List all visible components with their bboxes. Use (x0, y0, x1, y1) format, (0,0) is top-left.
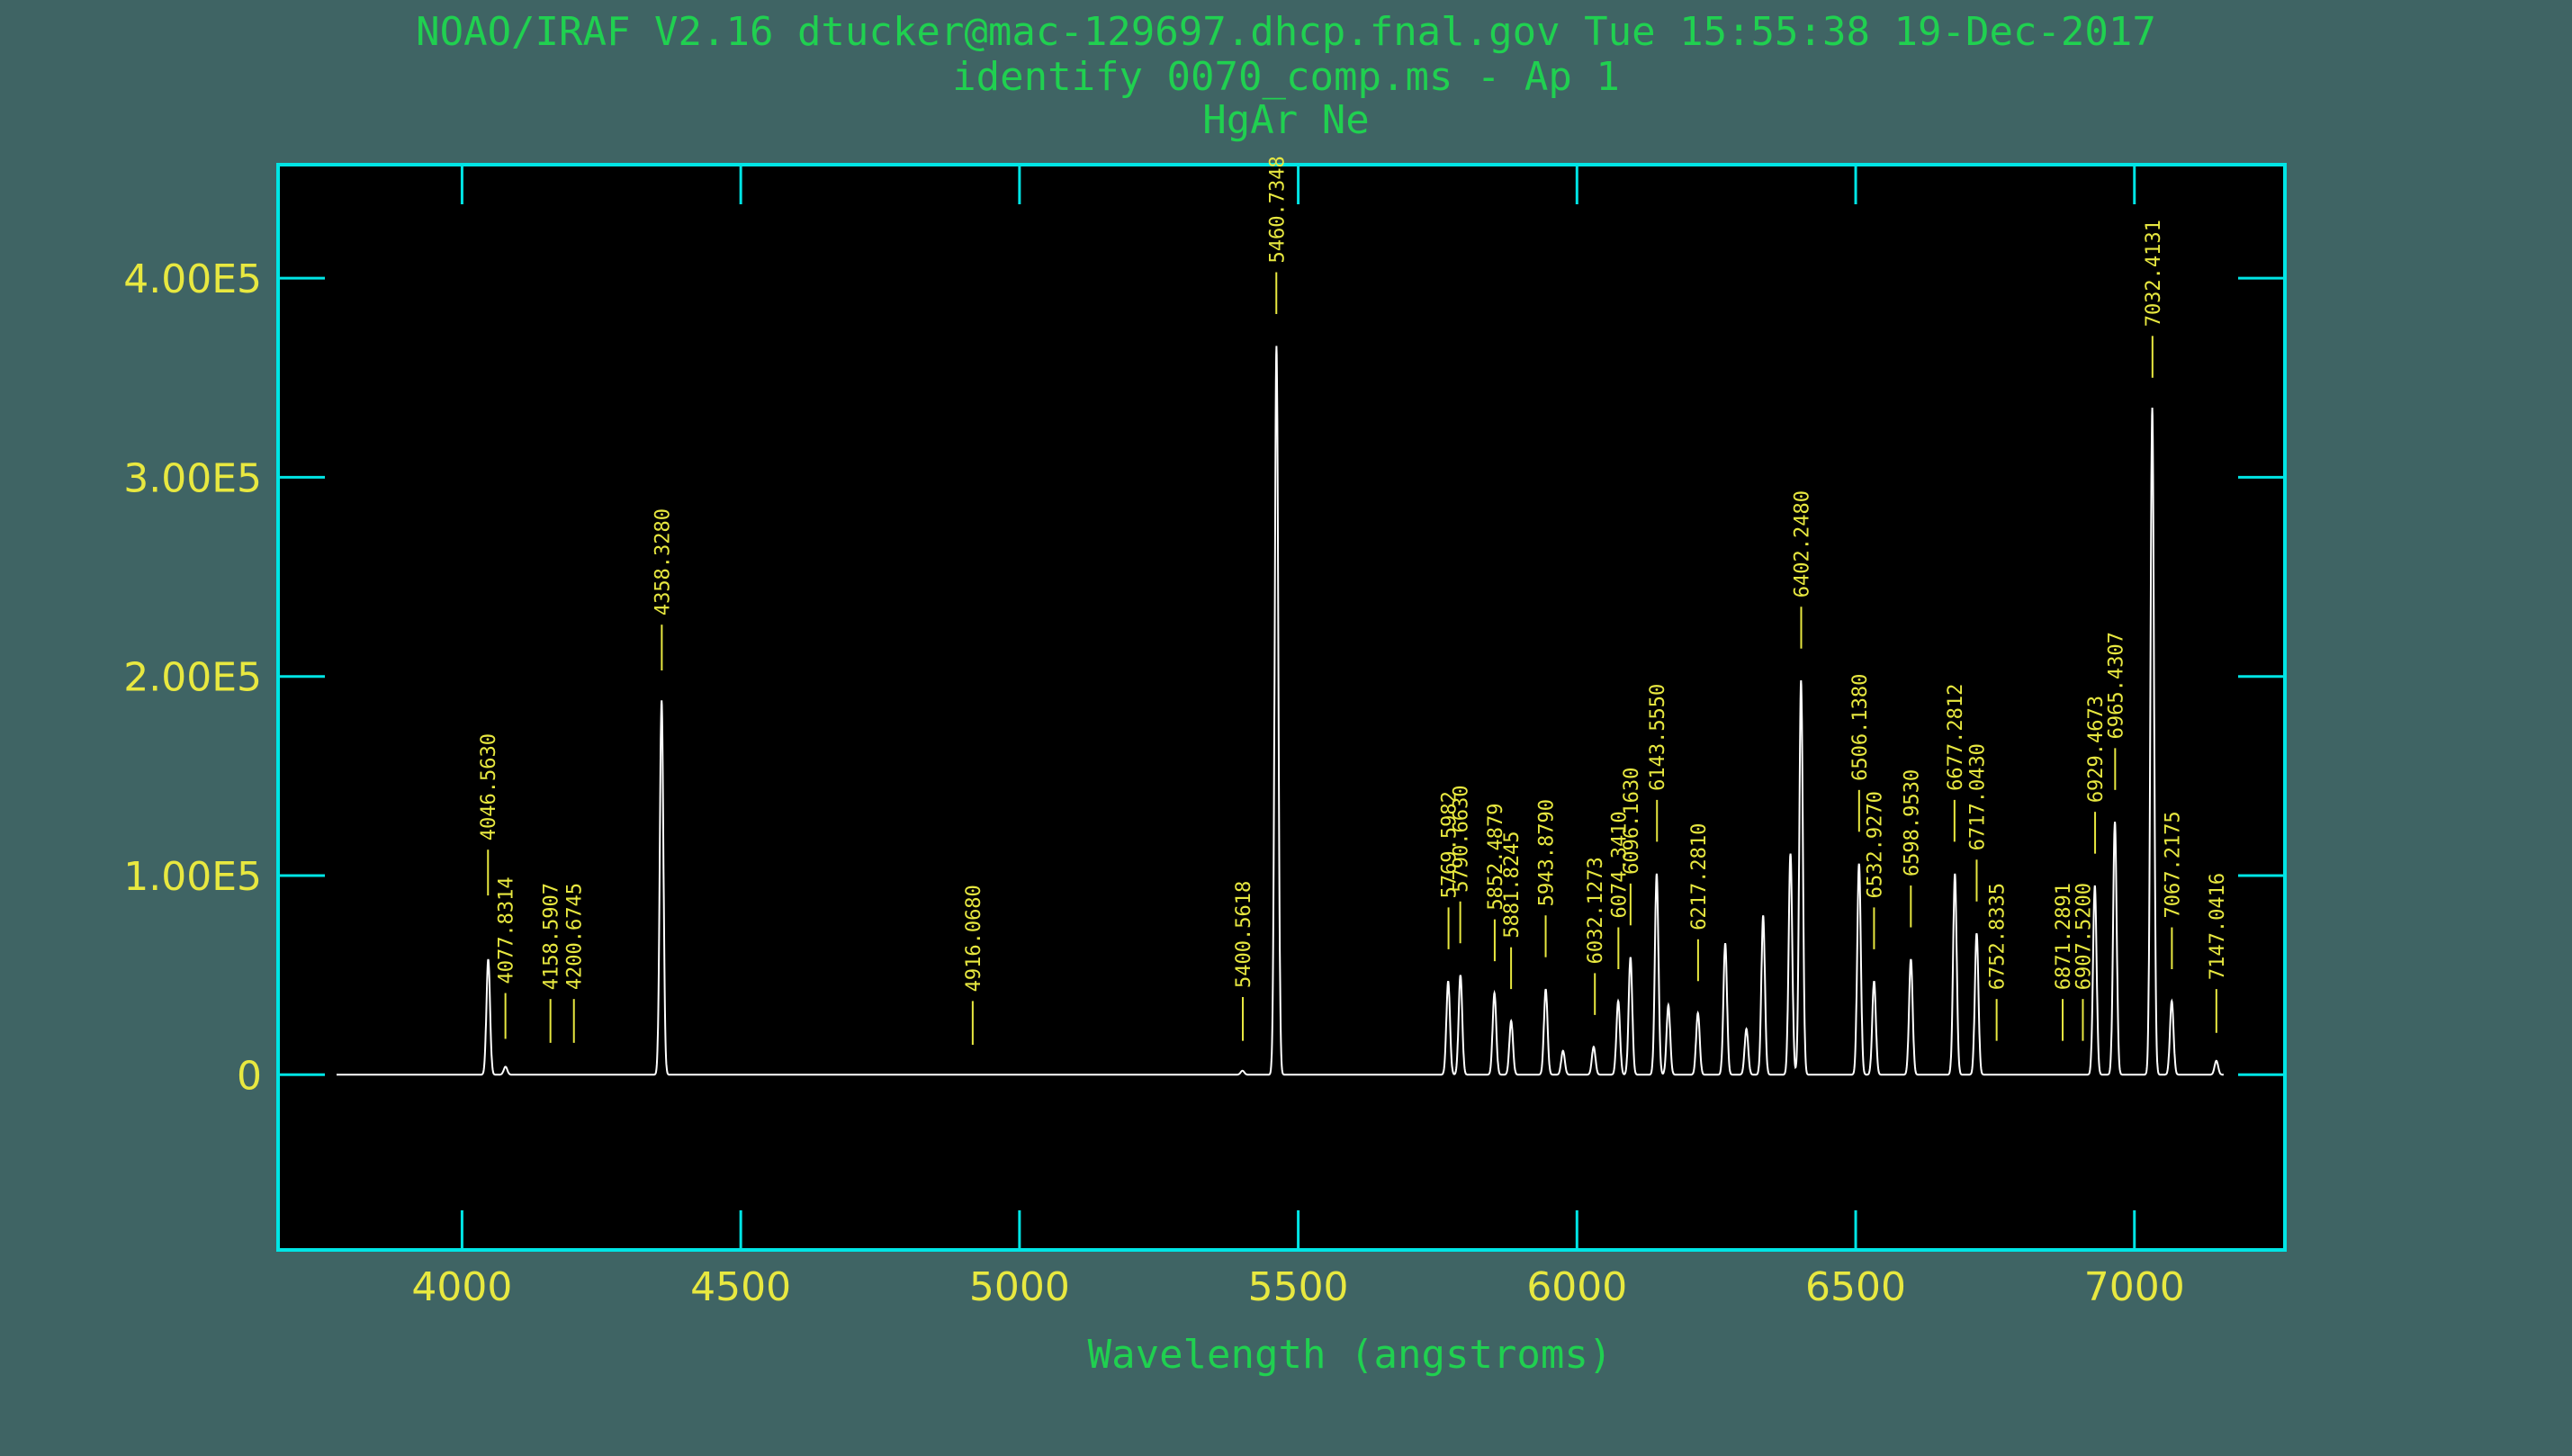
header-line-1: NOAO/IRAF V2.16 dtucker@mac-129697.dhcp.… (416, 9, 2156, 55)
x-axis-label: Wavelength (angstroms) (1088, 1332, 1613, 1378)
line-id-label: 5769.5982 (1439, 791, 1461, 898)
line-id-label: 7032.4131 (2143, 220, 2165, 327)
line-id-label: 6402.2480 (1791, 490, 1813, 598)
line-id-label: 4046.5630 (478, 733, 500, 840)
header-line-2: identify 0070_comp.ms - Ap 1 (952, 54, 1620, 100)
x-tick-label: 5000 (969, 1264, 1070, 1310)
line-id-label: 6677.2812 (1945, 684, 1967, 791)
line-id-markers: 4046.5630 4077.8314 4158.5907 4200.6745 4358… (478, 156, 2229, 1046)
line-id-label: 5852.4879 (1485, 803, 1507, 910)
axis-ticks (278, 165, 2285, 1250)
line-id-label: 6871.2891 (2053, 883, 2075, 990)
axis-tick-labels: 4000 4500 5000 5500 6000 6500 7000 0 1.00E5 2.00E… (123, 256, 2185, 1310)
line-id-label: 5881.8245 (1501, 831, 1524, 938)
line-id-label: 4358.3280 (652, 508, 674, 616)
line-id-label: 5790.6630 (1451, 786, 1473, 893)
line-id-label: 6506.1380 (1849, 674, 1872, 781)
header-line-3: HgAr Ne (1202, 97, 1369, 143)
line-id-label: 6598.9530 (1901, 769, 1923, 876)
plot-area (276, 163, 2287, 1252)
line-id-label: 6532.9270 (1864, 791, 1886, 898)
x-tick-label: 7000 (2084, 1264, 2185, 1310)
line-id-label: 6143.5550 (1647, 684, 1669, 791)
line-id-label: 5460.7348 (1266, 156, 1289, 263)
line-id-label: 6965.4307 (2105, 632, 2127, 739)
line-id-label: 4077.8314 (496, 876, 518, 984)
line-id-label: 6217.2810 (1688, 823, 1711, 930)
line-id-label: 4916.0680 (963, 885, 985, 992)
line-id-label: 6752.8335 (1987, 883, 2010, 990)
y-tick-label: 0 (237, 1053, 262, 1099)
spectrum-trace (337, 346, 2224, 1076)
line-id-label: 6929.4673 (2085, 696, 2108, 803)
line-id-label: 7067.2175 (2162, 811, 2184, 918)
line-id-label: 5943.8790 (1536, 799, 1559, 906)
line-id-label: 6096.1630 (1621, 768, 1643, 875)
x-tick-label: 6500 (1805, 1264, 1906, 1310)
y-tick-label: 4.00E5 (123, 256, 262, 302)
line-id-label: 6907.5200 (2073, 883, 2095, 990)
line-id-label: 6074.3410 (1608, 811, 1631, 918)
line-id-label: 6032.1273 (1585, 857, 1607, 964)
y-tick-label: 2.00E5 (123, 655, 262, 701)
line-id-label: 4158.5907 (541, 883, 563, 990)
y-tick-label: 3.00E5 (123, 455, 262, 501)
x-tick-label: 4500 (690, 1264, 791, 1310)
line-id-label: 4200.6745 (564, 883, 587, 990)
line-id-label: 6717.0430 (1966, 743, 1989, 850)
line-id-label: 7147.0416 (2207, 873, 2229, 980)
x-tick-label: 5500 (1248, 1264, 1349, 1310)
x-tick-label: 6000 (1526, 1264, 1627, 1310)
x-tick-label: 4000 (411, 1264, 512, 1310)
line-id-label: 5400.5618 (1233, 881, 1255, 988)
y-tick-label: 1.00E5 (123, 854, 262, 900)
